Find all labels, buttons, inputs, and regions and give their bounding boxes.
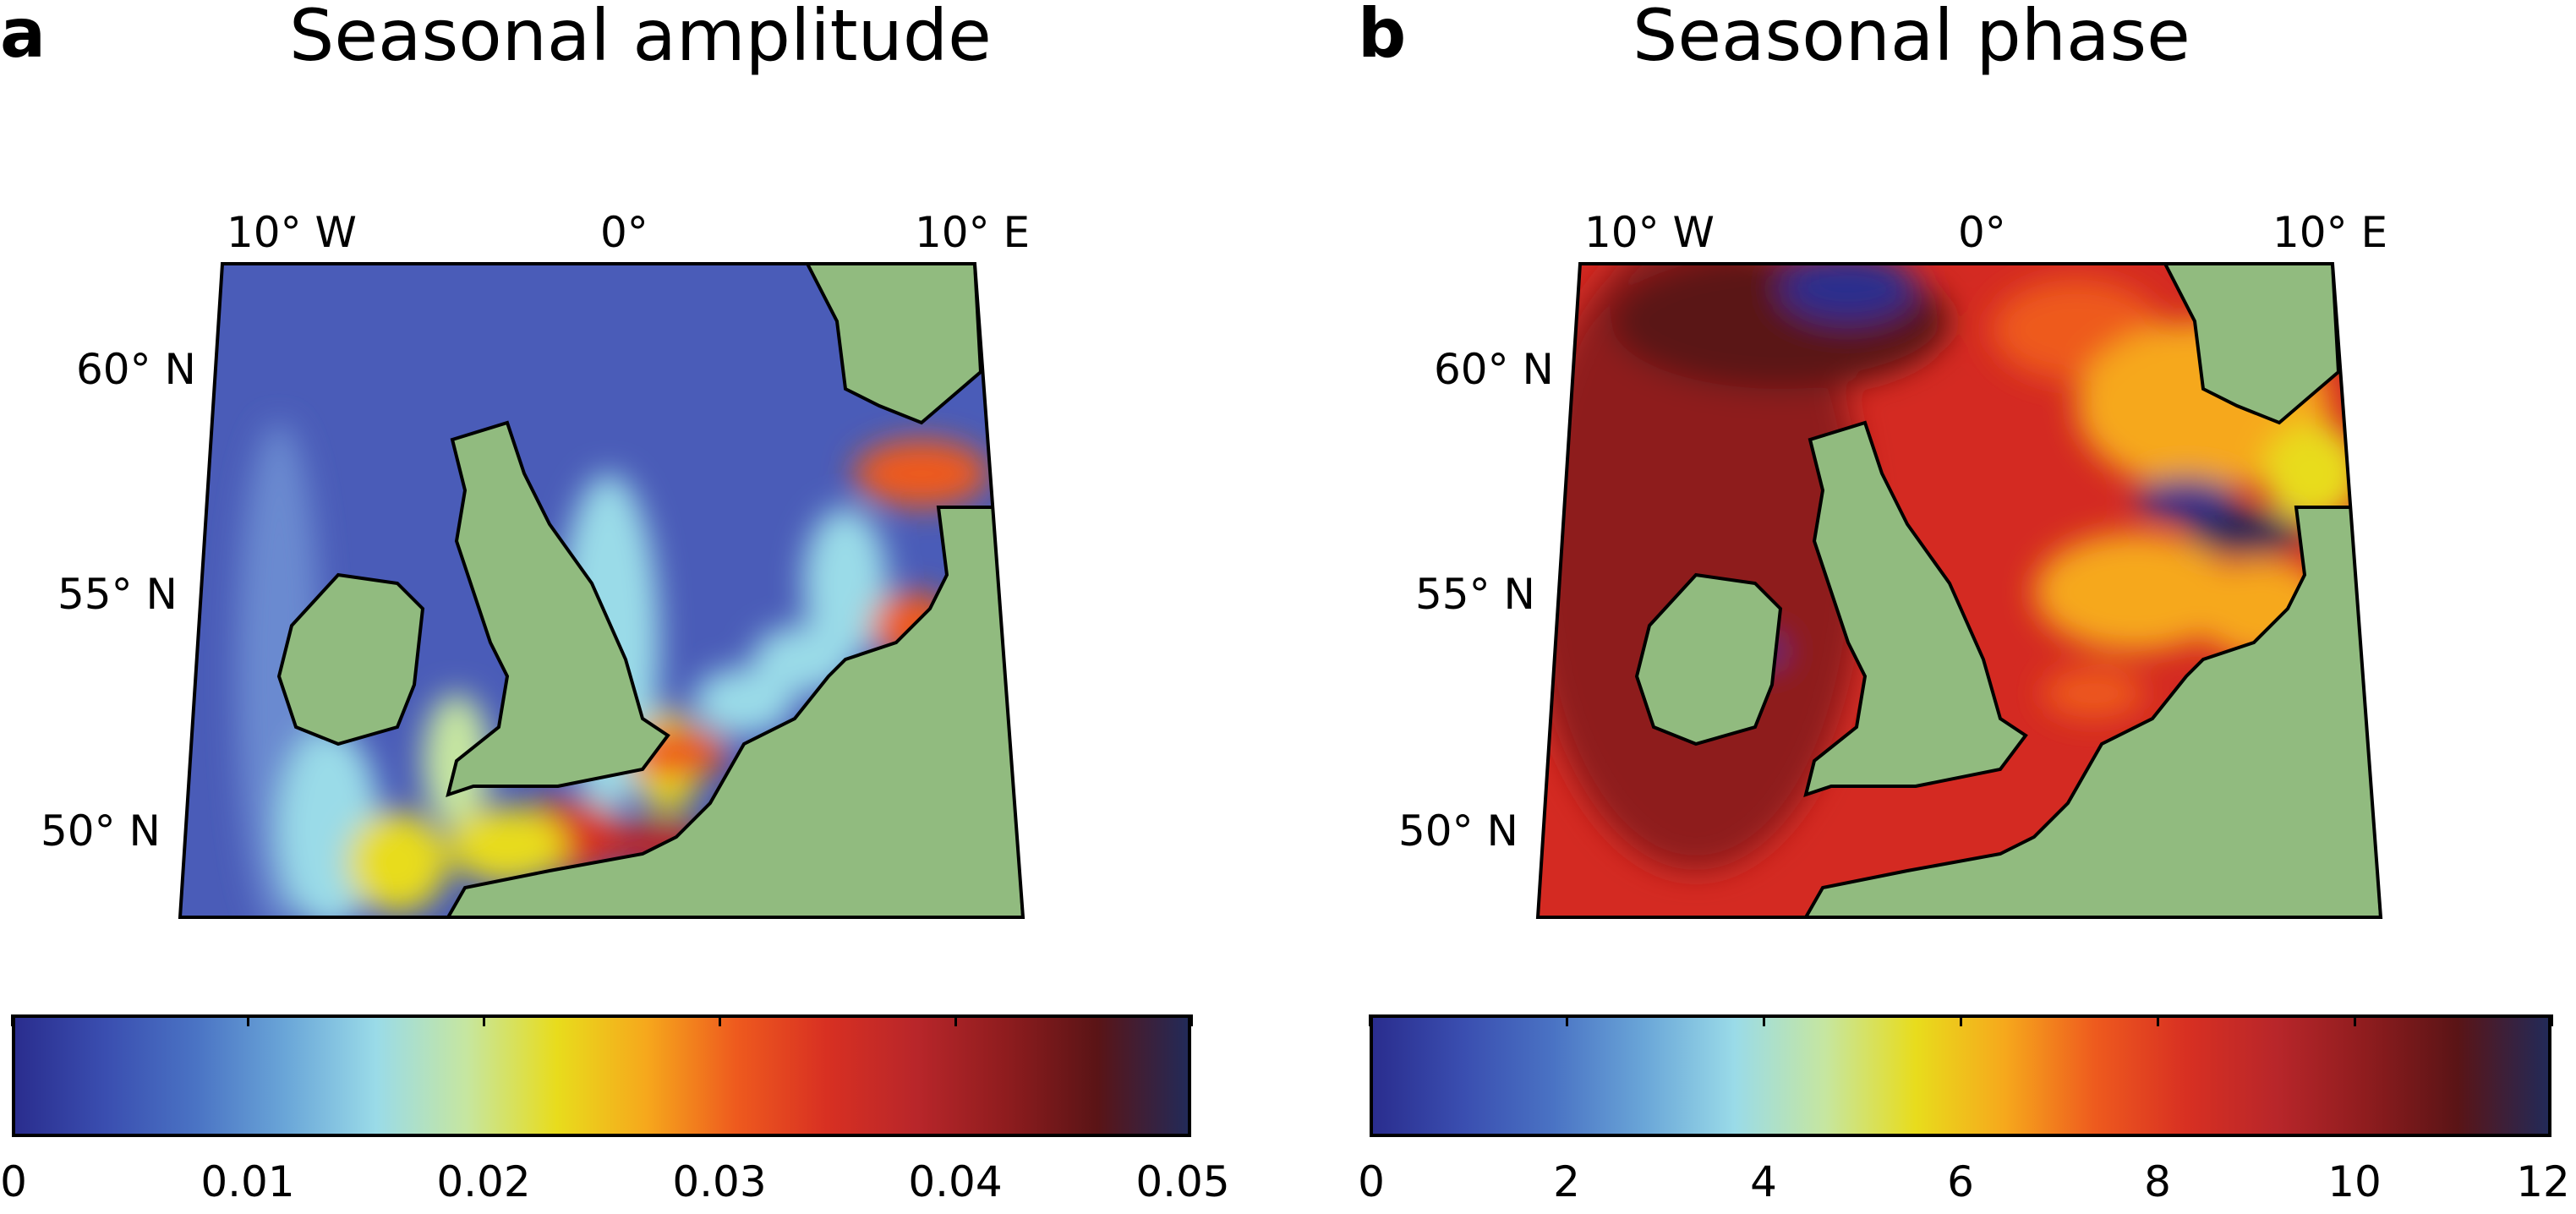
colorbar-tick-mark: [1368, 1014, 1371, 1026]
lon-label: 10° E: [915, 208, 1031, 257]
colorbar-tick-label: 4: [1750, 1157, 1777, 1206]
panel-b: b Seasonal phase: [1358, 0, 2576, 1214]
colorbar-tick-label: 0.02: [436, 1157, 531, 1206]
colorbar-tick-label: 0: [0, 1157, 27, 1206]
phase-map: [1535, 262, 2383, 919]
map-frame: [1535, 262, 2383, 919]
lon-label: 10° W: [227, 208, 357, 257]
colorbar-tick-mark: [482, 1014, 485, 1026]
colorbar-tick-mark: [1959, 1014, 1962, 1026]
colorbar-tick-mark: [10, 1014, 14, 1026]
colorbar-tick-mark: [2550, 1014, 2553, 1026]
lon-label: 0°: [600, 208, 648, 257]
lat-label: 55° N: [1415, 570, 1535, 619]
map-frame: [178, 262, 1025, 919]
map-sea: [180, 264, 1023, 917]
amplitude-map: [178, 262, 1025, 919]
colorbar-tick-mark: [246, 1014, 249, 1026]
colorbar-tick-label: 10: [2327, 1157, 2382, 1206]
panel-title: Seasonal phase: [1633, 0, 2190, 77]
colorbar-tick-label: 8: [2144, 1157, 2171, 1206]
panel-letter: a: [0, 0, 46, 73]
map-sea: [1538, 264, 2381, 917]
colorbar-tick-mark: [1762, 1014, 1765, 1026]
lon-label: 0°: [1958, 208, 2006, 257]
lat-label: 55° N: [57, 570, 178, 619]
colorbar-tick-mark: [2156, 1014, 2159, 1026]
colorbar-tick-label: 12: [2516, 1157, 2570, 1206]
panel-letter: b: [1358, 0, 1407, 73]
colorbar-tick-label: 2: [1553, 1157, 1580, 1206]
lat-label: 50° N: [1398, 807, 1518, 856]
colorbar-tick-mark: [718, 1014, 721, 1026]
colorbar-tick-mark: [1190, 1014, 1193, 1026]
colorbar-tick-label: 0.03: [672, 1157, 767, 1206]
colorbar-tick-mark: [1565, 1014, 1568, 1026]
colorbar-tick-mark: [2353, 1014, 2356, 1026]
colorbar-tick-label: 0.04: [908, 1157, 1003, 1206]
colorbar-tick-label: 0.05: [1135, 1157, 1230, 1206]
lat-label: 50° N: [41, 807, 161, 856]
lon-label: 10° E: [2272, 208, 2388, 257]
colorbar-tick-mark: [954, 1014, 957, 1026]
panel-a: a Seasonal amplitude: [0, 0, 1230, 1206]
panel-title: Seasonal amplitude: [289, 0, 992, 77]
colorbar-tick-label: 0.01: [200, 1157, 295, 1206]
colorbar-a: [12, 1014, 1191, 1137]
colorbar-tick-label: 0: [1358, 1157, 1385, 1206]
lat-label: 60° N: [1434, 345, 1554, 394]
lat-label: 60° N: [76, 345, 196, 394]
colorbar-tick-label: 6: [1947, 1157, 1974, 1206]
colorbar-b: [1370, 1014, 2551, 1137]
lon-label: 10° W: [1584, 208, 1715, 257]
